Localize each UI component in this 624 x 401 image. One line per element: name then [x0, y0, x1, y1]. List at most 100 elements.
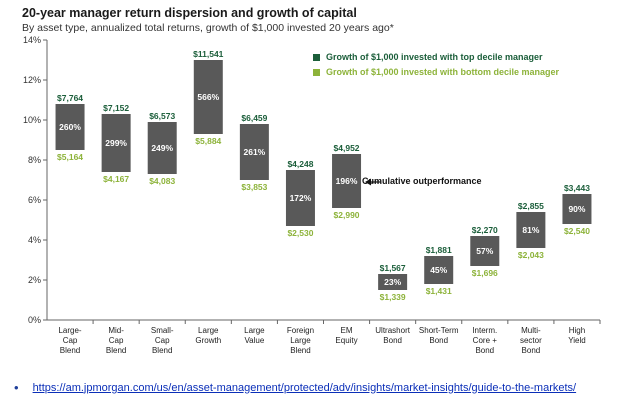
x-category-label: EM: [341, 326, 353, 335]
x-category-label: Large-: [58, 326, 81, 335]
top-decile-value: $3,443: [564, 183, 590, 193]
x-category-label: Ultrashort: [375, 326, 410, 335]
dispersion-bar: [55, 104, 85, 150]
x-category-label: Yield: [568, 336, 586, 345]
dispersion-bar: [378, 274, 408, 290]
bullet-icon: •: [14, 380, 19, 395]
x-category-label: Cap: [109, 336, 124, 345]
top-decile-value: $1,567: [380, 263, 406, 273]
outperformance-label: 249%: [151, 143, 173, 153]
outperformance-label: 172%: [290, 193, 312, 203]
x-category-label: Mid-: [108, 326, 124, 335]
top-decile-value: $7,152: [103, 103, 129, 113]
chart-subtitle: By asset type, annualized total returns,…: [22, 22, 394, 34]
dispersion-bar: [424, 256, 454, 284]
bottom-decile-value: $2,990: [334, 210, 360, 220]
dispersion-bar: [285, 170, 315, 226]
bottom-decile-value: $2,540: [564, 226, 590, 236]
top-decile-value: $11,541: [193, 49, 224, 59]
x-category-label: Core +: [473, 336, 498, 345]
outperformance-label: 23%: [384, 277, 401, 287]
legend-item-top-decile: Growth of $1,000 invested with top decil…: [313, 52, 543, 62]
outperformance-label: 566%: [197, 92, 219, 102]
top-decile-value: $6,573: [149, 111, 175, 121]
x-category-label: Large: [290, 336, 311, 345]
x-category-label: Bond: [522, 346, 541, 355]
top-decile-value: $6,459: [241, 113, 267, 123]
bottom-decile-value: $1,339: [380, 292, 406, 302]
x-category-label: Equity: [335, 336, 357, 345]
x-category-label: Growth: [195, 336, 221, 345]
bottom-decile-value: $1,431: [426, 286, 452, 296]
annotation-label: Cumulative outperformance: [362, 176, 482, 186]
x-category-label: Large: [198, 326, 219, 335]
x-category-label: Interm.: [472, 326, 497, 335]
dispersion-chart: 0% 2% 4% 6% 8% 10% 12% 14% 260% $7,764 $5,164 Large…: [23, 35, 601, 355]
x-category-label: Bond: [429, 336, 448, 345]
bottom-decile-value: $2,043: [518, 250, 544, 260]
dispersion-bar: [239, 124, 269, 180]
y-tick-label: 6%: [28, 195, 41, 205]
outperformance-label: 90%: [568, 204, 585, 214]
y-tick-label: 12%: [23, 75, 41, 85]
bottom-decile-value: $5,884: [195, 136, 221, 146]
legend-label-bottom: Growth of $1,000 invested with bottom de…: [326, 67, 560, 77]
legend-swatch-bottom: [313, 68, 320, 76]
x-category-label: Blend: [152, 346, 172, 355]
dispersion-bar: [147, 122, 177, 174]
x-category-label: High: [569, 326, 585, 335]
top-decile-value: $4,952: [334, 143, 360, 153]
y-tick-label: 10%: [23, 115, 41, 125]
outperformance-label: 57%: [476, 246, 493, 256]
dispersion-bar: [516, 212, 546, 248]
dispersion-bar: [470, 236, 500, 266]
x-category-label: Bond: [475, 346, 494, 355]
legend-swatch-top: [313, 53, 320, 61]
top-decile-value: $2,855: [518, 201, 544, 211]
x-category-label: Multi-: [521, 326, 541, 335]
x-category-label: Foreign: [287, 326, 314, 335]
outperformance-label: 196%: [336, 176, 358, 186]
bottom-decile-value: $4,083: [149, 176, 175, 186]
dispersion-bar: [101, 114, 131, 172]
y-tick-label: 0%: [28, 315, 41, 325]
x-category-label: Small-: [151, 326, 174, 335]
bottom-decile-value: $4,167: [103, 174, 129, 184]
outperformance-label: 261%: [244, 147, 266, 157]
chart-title: 20-year manager return dispersion and gr…: [22, 6, 357, 20]
annotation-arrow-head: [365, 178, 372, 186]
top-decile-value: $7,764: [57, 93, 83, 103]
outperformance-label: 45%: [430, 265, 447, 275]
x-category-label: sector: [520, 336, 542, 345]
y-tick-label: 4%: [28, 235, 41, 245]
legend-item-bottom-decile: Growth of $1,000 invested with bottom de…: [313, 67, 559, 77]
outperformance-label: 299%: [105, 138, 127, 148]
top-decile-value: $4,248: [287, 159, 313, 169]
dispersion-bar: [332, 154, 362, 208]
x-category-label: Value: [244, 336, 264, 345]
x-category-label: Cap: [63, 336, 78, 345]
top-decile-value: $1,881: [426, 245, 452, 255]
x-category-label: Blend: [106, 346, 126, 355]
x-category-label: Cap: [155, 336, 170, 345]
source-link[interactable]: https://am.jpmorgan.com/us/en/asset-mana…: [32, 381, 577, 394]
bottom-decile-value: $3,853: [241, 182, 267, 192]
bottom-decile-value: $2,530: [287, 228, 313, 238]
x-category-label: Large: [244, 326, 265, 335]
dispersion-bar: [562, 194, 592, 224]
y-tick-label: 8%: [28, 155, 41, 165]
legend-label-top: Growth of $1,000 invested with top decil…: [326, 52, 543, 62]
bottom-decile-value: $5,164: [57, 152, 83, 162]
x-category-label: Bond: [383, 336, 402, 345]
x-category-label: Blend: [290, 346, 310, 355]
outperformance-label: 260%: [59, 122, 81, 132]
footer: • https://am.jpmorgan.com/us/en/asset-ma…: [6, 380, 576, 395]
x-category-label: Short-Term: [419, 326, 459, 335]
top-decile-value: $2,270: [472, 225, 498, 235]
dispersion-bar: [193, 60, 223, 134]
outperformance-label: 81%: [522, 225, 539, 235]
y-tick-label: 14%: [23, 35, 41, 45]
y-tick-label: 2%: [28, 275, 41, 285]
bottom-decile-value: $1,696: [472, 268, 498, 278]
x-category-label: Blend: [60, 346, 80, 355]
